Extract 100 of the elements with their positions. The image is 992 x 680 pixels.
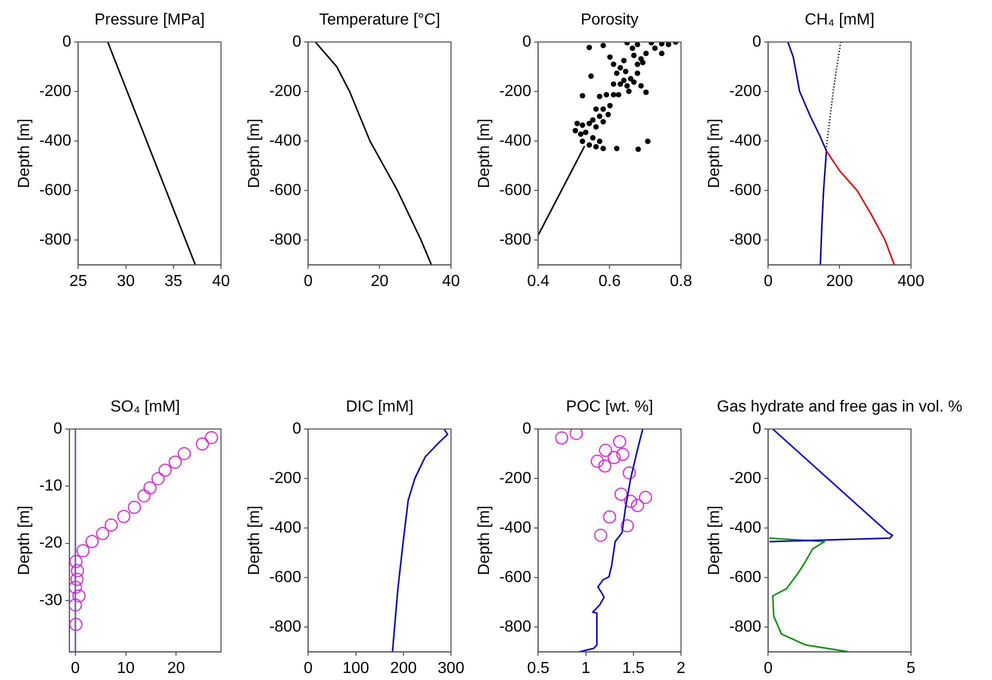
line-series bbox=[825, 42, 842, 152]
y-tick-label: -200 bbox=[499, 82, 532, 100]
y-tick-label: -800 bbox=[269, 231, 302, 248]
point bbox=[69, 580, 82, 594]
y-tick-label: -20 bbox=[39, 534, 62, 552]
y-tick-label: -200 bbox=[729, 470, 762, 487]
x-tick-label: 0 bbox=[304, 660, 313, 677]
point bbox=[69, 618, 82, 631]
y-tick-label: -30 bbox=[39, 592, 62, 609]
y-tick-label: -400 bbox=[499, 132, 532, 150]
y-axis-title: Depth [m] bbox=[476, 506, 494, 576]
chart-title: Pressure [MPa] bbox=[94, 11, 205, 28]
y-tick-label: -600 bbox=[269, 568, 302, 586]
y-tick-label: -400 bbox=[269, 519, 302, 536]
y-tick-label: -800 bbox=[729, 231, 762, 248]
x-tick-label: 0.5 bbox=[527, 660, 550, 677]
chart-title: POC [wt. %] bbox=[566, 398, 654, 416]
y-tick-label: -600 bbox=[729, 568, 762, 586]
chart-title: Gas hydrate and free gas in vol. % bbox=[716, 398, 962, 416]
x-tick-label: 20 bbox=[370, 272, 389, 290]
point bbox=[69, 598, 82, 612]
x-tick-label: 25 bbox=[69, 272, 88, 290]
point bbox=[624, 494, 638, 508]
y-tick-label: 0 bbox=[292, 33, 302, 50]
x-tick-label: 40 bbox=[442, 272, 460, 290]
point bbox=[178, 447, 191, 460]
y-tick-label: -800 bbox=[499, 618, 532, 636]
y-axis-title: Depth [m] bbox=[16, 506, 34, 576]
x-tick-label: 300 bbox=[438, 660, 464, 677]
chart-title: Temperature [°C] bbox=[319, 11, 440, 28]
point bbox=[72, 589, 86, 602]
y-tick-label: -400 bbox=[499, 519, 532, 536]
y-tick-label: 0 bbox=[522, 420, 532, 438]
x-tick-label: 1.5 bbox=[622, 660, 645, 677]
point bbox=[594, 528, 608, 542]
y-tick-label: -800 bbox=[729, 618, 762, 636]
y-tick-label: -200 bbox=[729, 82, 762, 100]
y-tick-label: 0 bbox=[53, 420, 62, 438]
x-tick-label: 200 bbox=[826, 272, 854, 290]
x-tick-label: 40 bbox=[212, 272, 230, 290]
y-tick-label: -200 bbox=[269, 470, 302, 487]
y-tick-label: -600 bbox=[269, 182, 302, 199]
point bbox=[70, 572, 84, 586]
x-tick-label: 2 bbox=[676, 660, 686, 677]
y-tick-label: -600 bbox=[39, 182, 72, 199]
y-axis-title: Depth [m] bbox=[246, 506, 264, 576]
y-tick-label: -400 bbox=[729, 132, 762, 150]
y-tick-label: 0 bbox=[62, 33, 72, 50]
chart-title: CH₄ [mM] bbox=[804, 11, 874, 28]
x-tick-label: 200 bbox=[390, 660, 417, 677]
point bbox=[613, 435, 626, 448]
y-tick-label: -600 bbox=[499, 182, 532, 199]
y-tick-label: -400 bbox=[269, 132, 302, 150]
point bbox=[204, 431, 218, 444]
x-tick-label: 35 bbox=[164, 272, 182, 290]
x-tick-label: 0 bbox=[764, 660, 773, 677]
point bbox=[128, 500, 141, 514]
y-axis-title: Depth [m] bbox=[16, 118, 34, 188]
point bbox=[152, 472, 165, 486]
y-tick-label: 0 bbox=[292, 420, 302, 438]
y-tick-label: -600 bbox=[499, 568, 532, 586]
point bbox=[96, 527, 110, 540]
x-tick-label: 10 bbox=[116, 660, 135, 677]
y-tick-label: -200 bbox=[499, 470, 532, 487]
x-tick-label: 0 bbox=[764, 272, 773, 290]
point bbox=[117, 510, 130, 523]
y-tick-label: -600 bbox=[729, 182, 762, 199]
y-axis-title: Depth [m] bbox=[246, 118, 264, 188]
y-tick-label: -800 bbox=[499, 231, 532, 248]
point bbox=[76, 544, 90, 558]
x-tick-label: 20 bbox=[167, 660, 186, 677]
point bbox=[603, 510, 616, 524]
y-axis-title: Depth [m] bbox=[706, 506, 724, 576]
point bbox=[196, 437, 209, 450]
x-tick-label: 1 bbox=[581, 660, 590, 677]
y-tick-label: 0 bbox=[752, 420, 762, 438]
y-tick-label: -400 bbox=[39, 132, 72, 150]
x-tick-label: 100 bbox=[342, 660, 370, 677]
point bbox=[614, 488, 628, 501]
point bbox=[599, 444, 612, 457]
chart-title: DIC [mM] bbox=[346, 398, 414, 416]
point bbox=[616, 448, 630, 461]
point bbox=[70, 564, 84, 578]
point bbox=[590, 454, 604, 468]
y-tick-label: -800 bbox=[269, 618, 302, 636]
y-tick-label: 0 bbox=[522, 33, 532, 50]
y-tick-label: -400 bbox=[729, 519, 762, 536]
y-axis-title: Depth [m] bbox=[706, 118, 724, 188]
chart-title: Porosity bbox=[580, 11, 639, 28]
point bbox=[69, 555, 82, 568]
x-tick-label: 400 bbox=[898, 272, 924, 290]
x-tick-label: 0.4 bbox=[527, 272, 550, 290]
y-tick-label: 0 bbox=[752, 33, 762, 50]
point bbox=[622, 466, 636, 480]
point bbox=[555, 431, 568, 444]
chart-title: SO₄ [mM] bbox=[110, 398, 180, 416]
y-axis-title: Depth [m] bbox=[476, 118, 494, 188]
point bbox=[598, 459, 612, 472]
point bbox=[143, 481, 156, 494]
point bbox=[608, 450, 621, 464]
